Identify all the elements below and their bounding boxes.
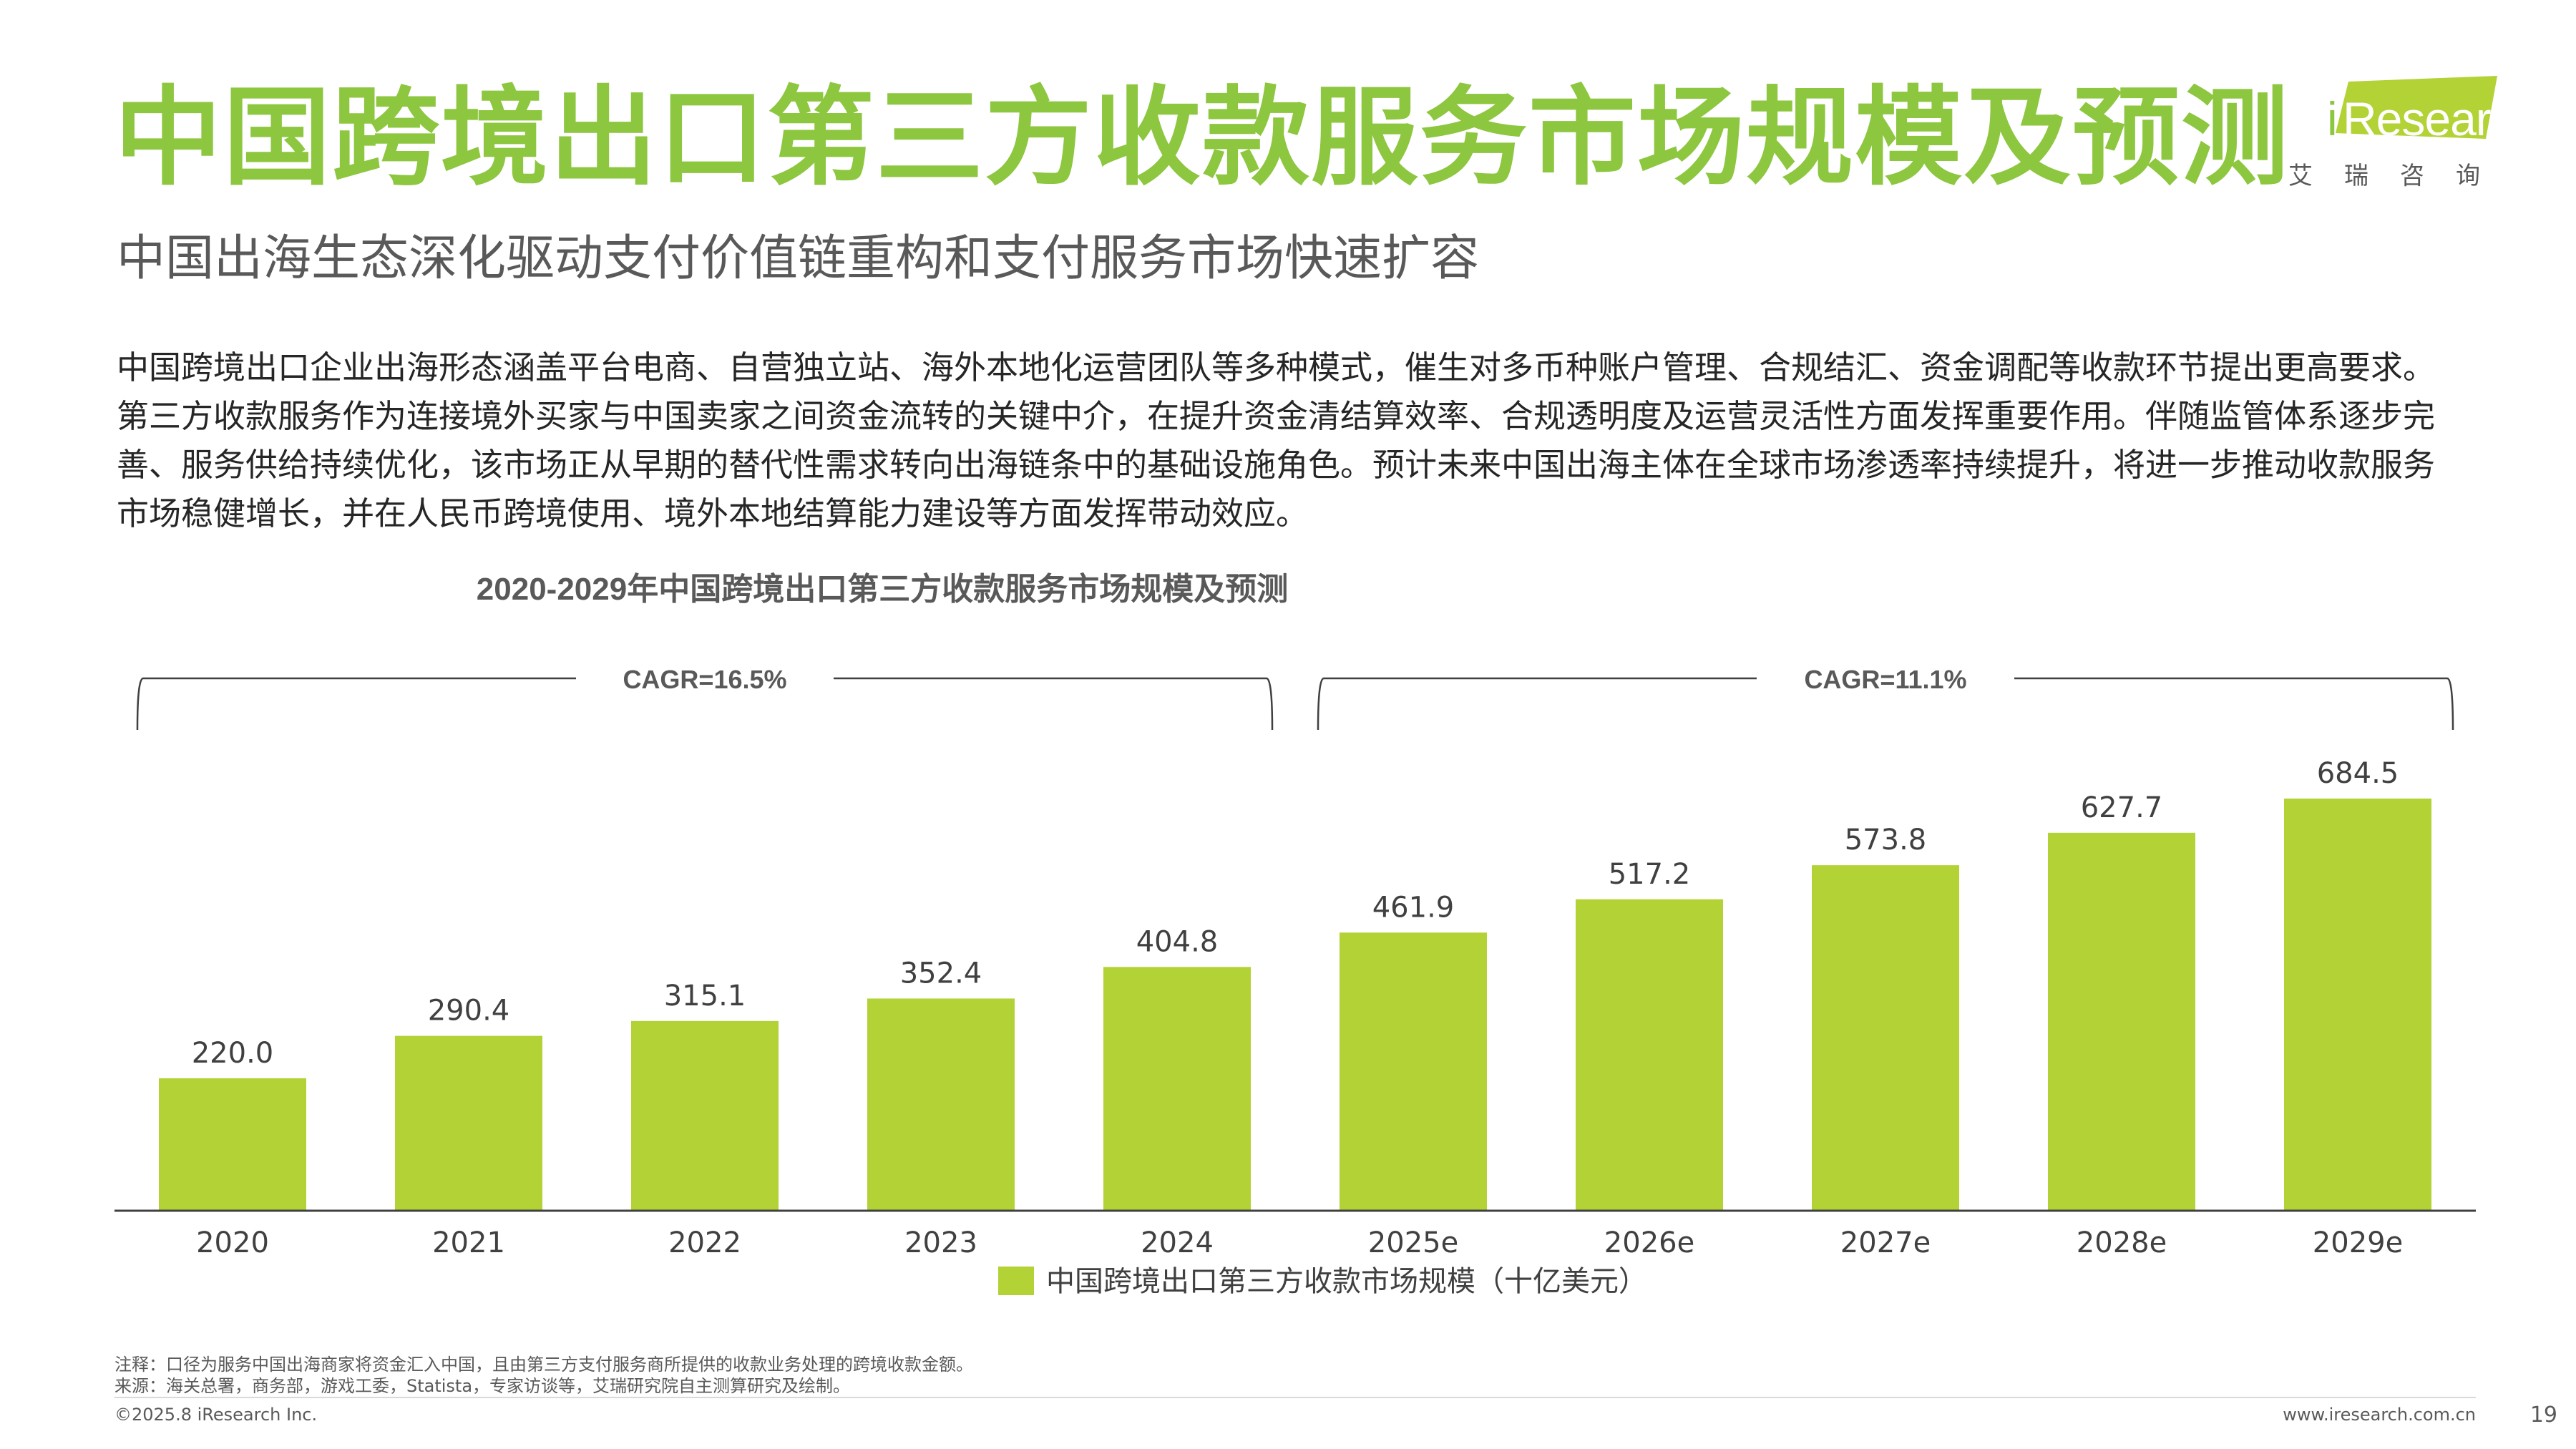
bar-2020	[159, 1078, 306, 1211]
market-size-bar-chart: 2020-2029年中国跨境出口第三方收款服务市场规模及预测 CAGR=16.5…	[114, 572, 2476, 1298]
data-label-2025e: 461.9	[1372, 891, 1455, 924]
legend-swatch	[998, 1267, 1034, 1295]
page-number: 19	[2529, 1402, 2557, 1428]
data-label-2022: 315.1	[664, 980, 746, 1013]
bar-2027e	[1812, 865, 1959, 1211]
data-label-2021: 290.4	[428, 995, 510, 1028]
data-label-2029e: 684.5	[2317, 757, 2399, 790]
intro-paragraph: 中国跨境出口企业出海形态涵盖平台电商、自营独立站、海外本地化运营团队等多种模式，…	[117, 348, 2436, 532]
x-tick-2027e: 2027e	[1840, 1226, 1931, 1259]
data-label-2020: 220.0	[192, 1037, 274, 1070]
data-label-2023: 352.4	[900, 957, 982, 990]
x-tick-2026e: 2026e	[1604, 1226, 1694, 1259]
data-label-2028e: 627.7	[2081, 791, 2163, 824]
iresearch-logo: i Research 艾瑞咨询	[2283, 72, 2540, 193]
x-axis-ticks: 2020 2021 2022 2023 2024 2025e 2026e 2027e 2028e…	[196, 1226, 2403, 1259]
bar-2021	[395, 1035, 542, 1211]
cagr-label-2: CAGR=11.1%	[1804, 665, 1966, 694]
logo-tag-shape	[2336, 76, 2497, 139]
x-tick-2029e: 2029e	[2313, 1226, 2403, 1259]
footnote: 注释：口径为服务中国出海商家将资金汇入中国，且由第三方支付服务商所提供的收款业务…	[114, 1355, 973, 1375]
logo-letter-i: i	[2327, 92, 2338, 145]
bar-2023	[867, 998, 1015, 1211]
data-label-2024: 404.8	[1136, 925, 1219, 958]
x-tick-2021: 2021	[432, 1226, 505, 1259]
cagr-annotations: CAGR=16.5% CAGR=11.1%	[136, 665, 2454, 731]
bar-2028e	[2048, 832, 2195, 1211]
legend-label: 中国跨境出口第三方收款市场规模（十亿美元）	[1046, 1265, 1647, 1298]
source-note: 来源：海关总署，商务部，游戏工委，Statista，专家访谈等，艾瑞研究院自主测…	[114, 1376, 851, 1396]
bar-series: 220.0 290.4 315.1 352.4 404.8 461.9 517.2 573.8…	[159, 757, 2431, 1211]
x-tick-2028e: 2028e	[2077, 1226, 2167, 1259]
website-url: www.iresearch.com.cn	[2283, 1405, 2476, 1425]
page-title: 中国跨境出口第三方收款服务市场规模及预测	[114, 76, 2290, 200]
x-tick-2023: 2023	[904, 1226, 977, 1259]
bar-2022	[631, 1020, 779, 1211]
bar-2024	[1103, 967, 1251, 1211]
cagr-bracket-2	[1317, 677, 2454, 731]
footer-divider	[114, 1397, 2476, 1398]
logo-word: Research	[2343, 92, 2540, 145]
x-tick-2020: 2020	[196, 1226, 269, 1259]
bar-2029e	[2284, 799, 2431, 1211]
bar-2026e	[1576, 899, 1723, 1211]
page-subtitle: 中国出海生态深化驱动支付价值链重构和支付服务市场快速扩容	[117, 230, 1480, 287]
cagr-bracket-1	[136, 677, 1274, 731]
x-tick-2025e: 2025e	[1368, 1226, 1458, 1259]
chart-legend: 中国跨境出口第三方收款市场规模（十亿美元）	[998, 1265, 1647, 1298]
x-tick-2024: 2024	[1141, 1226, 1214, 1259]
data-label-2026e: 517.2	[1609, 858, 1691, 891]
data-label-2027e: 573.8	[1845, 824, 1927, 857]
chart-title: 2020-2029年中国跨境出口第三方收款服务市场规模及预测	[477, 572, 1288, 607]
copyright: ©2025.8 iResearch Inc.	[114, 1405, 318, 1425]
x-tick-2022: 2022	[668, 1226, 741, 1259]
bar-2025e	[1340, 932, 1487, 1211]
cagr-label-1: CAGR=16.5%	[623, 665, 786, 694]
logo-chinese-name: 艾瑞咨询	[2288, 162, 2512, 190]
